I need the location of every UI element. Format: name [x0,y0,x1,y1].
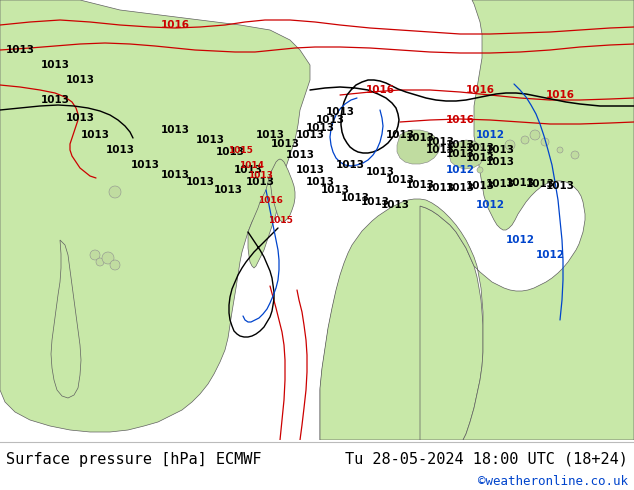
Text: 1016: 1016 [465,85,495,95]
Text: 1013: 1013 [340,193,370,203]
Polygon shape [320,205,483,440]
Text: 1016: 1016 [545,90,574,100]
Circle shape [505,140,515,150]
Text: 1013: 1013 [526,179,555,189]
Text: 1015: 1015 [228,146,252,154]
Circle shape [109,186,121,198]
Text: 1013: 1013 [65,113,94,123]
Text: 1013: 1013 [365,167,394,177]
Polygon shape [270,159,295,222]
Text: 1012: 1012 [476,130,505,140]
Text: 1013: 1013 [256,130,285,140]
Text: 1013: 1013 [233,165,262,175]
Text: 1013: 1013 [385,130,415,140]
Text: 1013: 1013 [295,165,325,175]
Text: ©weatheronline.co.uk: ©weatheronline.co.uk [477,474,628,488]
Text: 1016: 1016 [365,85,394,95]
Text: 1015: 1015 [268,216,292,224]
Text: 1013: 1013 [105,145,134,155]
Text: 1013: 1013 [486,145,515,155]
Text: 1013: 1013 [361,197,389,207]
Text: 1013: 1013 [406,180,434,190]
Text: 1013: 1013 [425,137,455,147]
Polygon shape [51,240,81,398]
Text: 1013: 1013 [545,181,574,191]
Text: 1013: 1013 [385,175,415,185]
Text: 1013: 1013 [505,178,534,188]
Text: 1013: 1013 [316,115,344,125]
Text: 1016: 1016 [446,115,474,125]
Text: 1013: 1013 [41,60,70,70]
Text: 1013: 1013 [271,139,299,149]
Text: 1013: 1013 [65,75,94,85]
Circle shape [530,130,540,140]
Circle shape [541,138,549,146]
Text: 1013: 1013 [380,200,410,210]
Text: 1014: 1014 [240,161,264,170]
Text: 1013: 1013 [81,130,110,140]
Polygon shape [397,130,440,164]
Text: 1013: 1013 [214,185,242,195]
Text: 1012: 1012 [476,200,505,210]
Text: 1013: 1013 [425,183,455,193]
Text: 1013: 1013 [306,123,335,133]
Circle shape [521,136,529,144]
Circle shape [90,250,100,260]
Text: 1013: 1013 [186,177,214,187]
Text: 1013: 1013 [465,181,495,191]
Text: 1012: 1012 [505,235,534,245]
Text: 1012: 1012 [536,250,564,260]
Text: 1013: 1013 [446,183,474,193]
Polygon shape [248,170,278,268]
Text: 1013: 1013 [195,135,224,145]
Text: 1013: 1013 [295,130,325,140]
Text: 1013: 1013 [306,177,335,187]
Text: 1013: 1013 [486,157,515,167]
Text: 1013: 1013 [486,179,515,189]
Text: 1016: 1016 [160,20,190,30]
Circle shape [571,151,579,159]
Polygon shape [449,140,484,169]
Circle shape [96,258,104,266]
Polygon shape [0,0,310,432]
Text: 1013: 1013 [446,140,474,150]
Text: 1013: 1013 [160,125,190,135]
Text: 1016: 1016 [257,196,282,204]
Text: Tu 28-05-2024 18:00 UTC (18+24): Tu 28-05-2024 18:00 UTC (18+24) [345,451,628,466]
Text: 1013: 1013 [216,147,245,157]
Text: 1013: 1013 [446,149,474,159]
Circle shape [477,167,483,173]
Text: 1012: 1012 [446,165,474,175]
Text: 1013: 1013 [285,150,314,160]
Polygon shape [320,0,634,440]
Text: 1013: 1013 [131,160,160,170]
Text: 1013: 1013 [465,143,495,153]
Circle shape [110,260,120,270]
Text: 1013: 1013 [247,171,273,179]
Circle shape [102,252,114,264]
Text: 1013: 1013 [6,45,34,55]
Text: 1013: 1013 [406,133,434,143]
Circle shape [557,147,563,153]
Text: 1013: 1013 [425,145,455,155]
Text: 1013: 1013 [335,160,365,170]
Text: Surface pressure [hPa] ECMWF: Surface pressure [hPa] ECMWF [6,451,262,466]
Text: 1013: 1013 [160,170,190,180]
Text: 1013: 1013 [41,95,70,105]
Text: 1013: 1013 [465,153,495,163]
Text: 1013: 1013 [325,107,354,117]
Text: 1013: 1013 [245,177,275,187]
Text: 1013: 1013 [321,185,349,195]
